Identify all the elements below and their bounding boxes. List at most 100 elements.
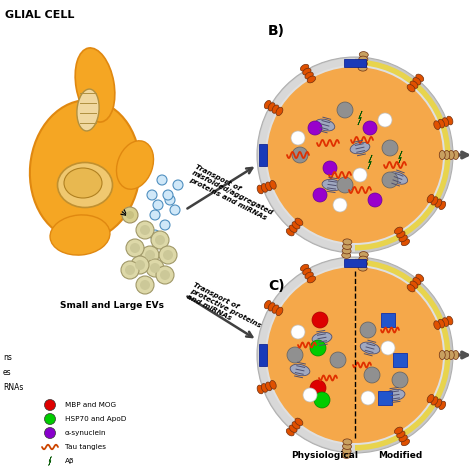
Circle shape [333, 198, 347, 212]
Ellipse shape [439, 201, 446, 210]
Ellipse shape [448, 151, 454, 159]
Wedge shape [258, 58, 355, 252]
Ellipse shape [359, 56, 368, 62]
Circle shape [292, 147, 308, 163]
Circle shape [150, 210, 160, 220]
Circle shape [150, 230, 160, 240]
Circle shape [314, 392, 330, 408]
Circle shape [140, 280, 150, 290]
Ellipse shape [315, 119, 335, 131]
Ellipse shape [57, 163, 112, 208]
Ellipse shape [342, 252, 351, 258]
Ellipse shape [388, 172, 408, 184]
Circle shape [392, 372, 408, 388]
Ellipse shape [407, 284, 415, 292]
Ellipse shape [410, 281, 418, 288]
Ellipse shape [399, 435, 407, 442]
Ellipse shape [427, 194, 434, 203]
Circle shape [135, 260, 145, 270]
Circle shape [265, 65, 445, 245]
Circle shape [364, 367, 380, 383]
Ellipse shape [431, 197, 438, 205]
Ellipse shape [312, 332, 332, 344]
Ellipse shape [350, 142, 370, 154]
Text: C): C) [268, 279, 284, 293]
Ellipse shape [50, 215, 110, 255]
Ellipse shape [261, 183, 268, 192]
Ellipse shape [438, 319, 445, 328]
Ellipse shape [343, 439, 352, 445]
Ellipse shape [358, 261, 367, 266]
Ellipse shape [64, 168, 102, 198]
Circle shape [381, 341, 395, 355]
Ellipse shape [448, 350, 454, 359]
Text: RNAs: RNAs [3, 383, 23, 392]
Ellipse shape [410, 81, 418, 89]
Ellipse shape [343, 443, 352, 449]
Ellipse shape [342, 452, 351, 458]
Circle shape [363, 121, 377, 135]
Circle shape [291, 131, 305, 145]
Ellipse shape [413, 78, 421, 85]
Ellipse shape [434, 321, 440, 329]
Ellipse shape [401, 439, 410, 446]
Circle shape [160, 270, 170, 280]
Ellipse shape [301, 264, 309, 271]
Circle shape [308, 121, 322, 135]
Ellipse shape [276, 307, 283, 316]
Circle shape [257, 57, 453, 253]
Text: ns: ns [3, 353, 12, 362]
Ellipse shape [270, 381, 276, 389]
Text: es: es [3, 368, 12, 377]
Ellipse shape [272, 105, 279, 113]
Ellipse shape [442, 118, 449, 127]
Circle shape [310, 340, 326, 356]
Ellipse shape [407, 84, 415, 92]
Ellipse shape [439, 401, 446, 410]
Ellipse shape [75, 48, 115, 122]
Ellipse shape [322, 179, 342, 191]
Ellipse shape [290, 364, 310, 376]
Bar [259, 144, 267, 166]
Ellipse shape [399, 235, 407, 242]
Ellipse shape [303, 68, 311, 75]
Polygon shape [358, 111, 362, 125]
Ellipse shape [303, 268, 311, 275]
Bar [393, 353, 407, 367]
Ellipse shape [447, 116, 453, 125]
Ellipse shape [272, 305, 279, 313]
Ellipse shape [416, 274, 424, 282]
Circle shape [261, 261, 449, 449]
Ellipse shape [453, 350, 459, 359]
Circle shape [261, 61, 449, 249]
Ellipse shape [342, 248, 351, 254]
Ellipse shape [257, 385, 264, 394]
Ellipse shape [292, 421, 300, 429]
Text: HSP70 and ApoD: HSP70 and ApoD [65, 416, 127, 422]
Ellipse shape [286, 428, 294, 436]
Circle shape [156, 266, 174, 284]
Circle shape [163, 190, 173, 200]
Text: MBP and MOG: MBP and MOG [65, 402, 116, 408]
Ellipse shape [342, 448, 351, 454]
Ellipse shape [292, 221, 300, 229]
Text: Modified: Modified [378, 451, 422, 460]
Ellipse shape [289, 225, 297, 232]
Ellipse shape [401, 239, 410, 246]
Bar [344, 59, 366, 67]
Ellipse shape [358, 265, 367, 271]
Ellipse shape [444, 151, 450, 159]
Circle shape [145, 250, 155, 260]
Ellipse shape [360, 342, 380, 354]
Ellipse shape [385, 389, 405, 401]
Circle shape [170, 205, 180, 215]
Circle shape [313, 188, 327, 202]
Ellipse shape [343, 243, 352, 249]
Circle shape [330, 352, 346, 368]
Bar [381, 313, 395, 327]
Ellipse shape [264, 301, 271, 309]
Circle shape [337, 102, 353, 118]
Ellipse shape [264, 100, 271, 109]
Ellipse shape [397, 231, 405, 238]
Circle shape [267, 67, 443, 243]
